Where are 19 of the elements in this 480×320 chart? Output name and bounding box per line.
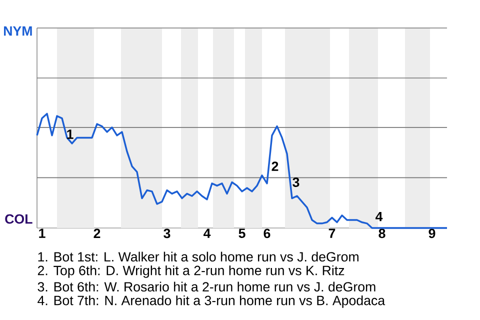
annotation: 3: [292, 178, 300, 187]
x-tick-label: 2: [94, 228, 100, 238]
annotation: 1: [67, 130, 74, 139]
x-tick-label: 3: [164, 228, 170, 238]
x-tick-label: 9: [428, 228, 436, 238]
x-tick-label: 5: [238, 228, 246, 238]
text: 1. Bot 1st: L. Walker hit a solo home run vs J. deGrom: [38, 252, 358, 262]
text: 3. Bot 6th: W. Rosario hit a 2-run home run vs J. deGrom: [38, 282, 376, 292]
x-tick-label: 1: [39, 228, 46, 238]
x-tick-label: 4: [204, 228, 211, 238]
x-tick-label: 6: [264, 228, 270, 238]
text: 2. Top 6th: D. Wright hit a 2-run home run vs K. Ritz: [38, 265, 344, 278]
text: NYM: [4, 26, 32, 36]
annotation: 2: [272, 162, 278, 171]
text: 4. Bot 7th: N. Arenado hit a 3-run home run vs B. Apodaca: [38, 295, 386, 308]
x-tick-label: 7: [328, 228, 336, 238]
annotation: 4: [376, 212, 383, 222]
text: COL: [5, 214, 32, 224]
x-tick-label: 8: [378, 228, 386, 238]
